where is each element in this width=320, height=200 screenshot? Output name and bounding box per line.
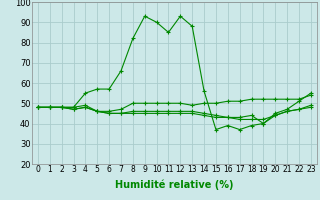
X-axis label: Humidité relative (%): Humidité relative (%) <box>115 180 234 190</box>
